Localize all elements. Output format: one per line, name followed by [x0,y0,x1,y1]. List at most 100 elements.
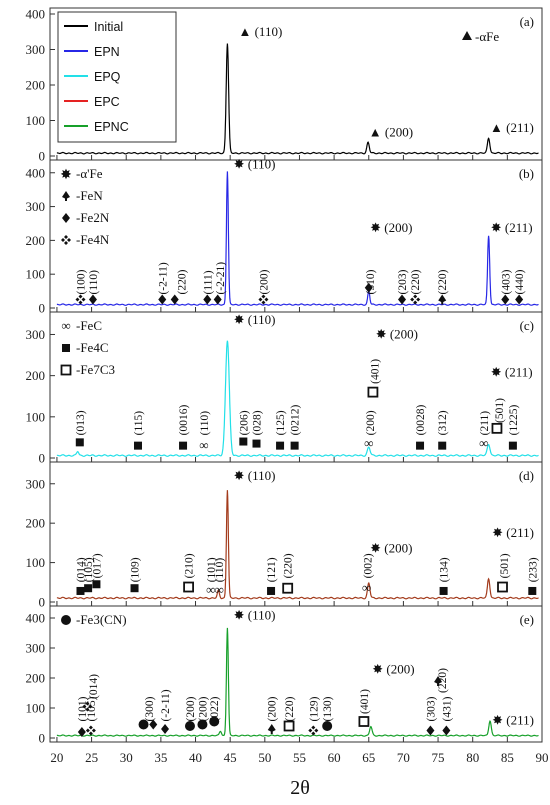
peak-marker [170,294,179,305]
legend-label: EPNC [94,120,129,134]
y-tick-label: 100 [26,409,46,424]
peak-label: (028) [252,410,264,435]
peak-label: (211) [479,411,491,436]
peak-marker [88,294,97,305]
panel-initial: 0 100 200 300 400 (a) -αFe ▲ (110) ▲ (200) ▲ (211… [26,7,543,164]
peak-label: (125) [275,410,287,435]
svg-text:∞: ∞ [206,582,215,597]
symbol-legend: ✸ -α'Fe -FeN -Fe2N -Fe4N [60,166,110,247]
peak-marker [439,586,448,595]
y-tick-label: 0 [39,149,46,164]
x-tick-label: 20 [50,750,63,765]
peak-label: ✸ (200) [376,327,418,342]
peak-marker [398,294,407,305]
panel-frame [49,159,543,313]
x-tick-label: 50 [258,750,271,765]
peak-label: ✸ (110) [234,468,276,483]
y-tick-label: 300 [26,476,46,491]
symbol-spade [62,191,70,201]
x-tick-label: 80 [466,750,479,765]
peak-marker [138,719,149,730]
symbol-legend-text: -Fe4N [76,232,110,247]
peak-marker [75,294,86,305]
peak-marker [497,581,508,593]
peak-label: ✸ (211) [492,525,534,540]
peak-label: (303) [425,696,437,721]
peak-label: (013) [75,410,87,435]
svg-text:∞: ∞ [61,318,70,333]
svg-text:∞: ∞ [364,436,373,451]
peak-label: (130) [322,696,334,721]
peak-marker [283,720,295,732]
x-tick-label: 45 [224,750,237,765]
peak-marker [213,294,222,305]
peak-label: ✸ (110) [234,608,276,623]
peak-marker [161,724,170,734]
symbol-legend-text: -Fe4C [76,340,109,355]
peak-marker: ∞ [199,438,208,453]
peak-marker: ∞ [479,436,488,451]
spectrum-line [56,627,539,737]
peak-marker [501,294,510,305]
peak-label: (220) [177,269,189,294]
peak-label: ✸ (200) [372,662,414,677]
y-tick-label: 300 [26,327,46,342]
peak-marker [282,582,294,594]
peak-label: ✸ (110) [234,157,276,172]
x-tick-label: 70 [397,750,410,765]
y-tick-label: 0 [39,595,46,610]
peak-label: (110) [214,558,226,583]
y-tick-label: 400 [26,165,46,180]
peak-label: (134) [439,557,451,582]
legend-label: EPC [94,95,120,109]
x-tick-label: 55 [293,750,306,765]
peak-marker [75,438,84,447]
peak-marker [438,294,447,305]
y-tick-label: 300 [26,199,46,214]
y-tick-label: 200 [26,78,46,93]
y-tick-label: 200 [26,516,46,531]
peak-label: (312) [437,410,449,435]
y-tick-label: 200 [26,368,46,383]
symbol-inf: ∞ [61,318,70,333]
symbol-dia [62,213,70,223]
panel-frame [49,605,543,743]
y-tick-label: 0 [39,301,46,316]
peak-label: (0016) [178,405,190,436]
peak-label: (115) [133,411,145,436]
peak-marker [364,282,373,293]
peak-label: (017) [91,553,103,578]
peak-marker [438,441,447,450]
peak-marker [134,441,143,450]
peak-marker [179,441,188,450]
peak-label: (111) [202,270,214,294]
peak-marker [491,422,503,434]
peak-marker [367,386,379,398]
peak-label: ▲ (110) [238,24,282,39]
svg-text:∞: ∞ [199,438,208,453]
peak-marker: ∞ [214,582,223,597]
spectrum-line [56,171,539,306]
peak-label: (220) [410,269,422,294]
peak-marker [410,294,421,305]
peak-marker [252,439,261,448]
panel-tag: (c) [520,318,534,333]
x-tick-label: 85 [501,750,514,765]
peak-label: (-2-11) [160,689,172,721]
peak-label: (200) [267,696,279,721]
peak-label: ✸ (211) [491,220,533,235]
peak-marker [358,716,370,727]
panel-tag: (d) [519,468,534,483]
peak-label: (300) [144,696,156,721]
peak-marker [183,581,194,593]
peak-marker [239,437,248,446]
peak-marker [84,584,93,593]
svg-text:∞: ∞ [214,582,223,597]
peak-label: (440) [514,269,526,294]
peak-label: ✸ (110) [234,312,276,327]
peak-label: (101) [77,696,89,721]
x-tick-label: 65 [362,750,375,765]
peak-marker [276,441,285,450]
legend-label: EPN [94,45,120,59]
peak-label: (121) [266,557,278,582]
